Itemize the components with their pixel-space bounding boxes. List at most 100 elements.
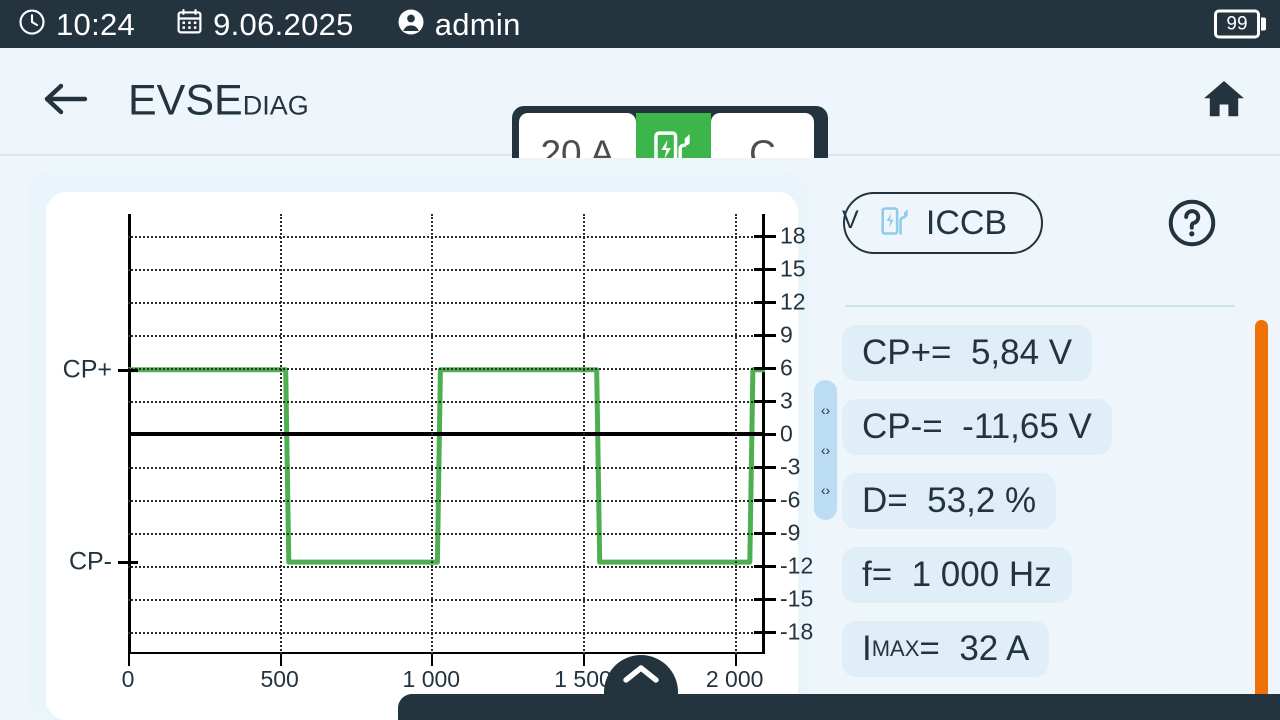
readout-label: CP+= (862, 333, 952, 372)
y-axis-tick (754, 334, 776, 337)
grid-line-horizontal (128, 632, 765, 634)
clock-icon (17, 7, 47, 42)
readout-label-sub: MAX (871, 636, 920, 661)
readout-item: D= 53,2 % (842, 473, 1057, 529)
y-axis-tick-label: 15 (780, 255, 806, 282)
iccb-badge[interactable]: ICCB (843, 192, 1043, 254)
status-clock: 10:24 (17, 7, 135, 42)
y-axis-tick-label: 6 (780, 354, 793, 381)
y-axis-tick (754, 499, 776, 502)
grid-line-horizontal (128, 566, 765, 568)
battery-level: 99 (1226, 13, 1248, 35)
status-date: 9.06.2025 (213, 6, 354, 42)
calendar-icon (175, 7, 204, 41)
y-axis-tick (754, 532, 776, 535)
grid-line-horizontal (128, 302, 765, 304)
y-axis-tick (754, 598, 776, 601)
grid-line-horizontal (128, 467, 765, 469)
x-axis-tick-label: 500 (260, 666, 299, 692)
grid-line-horizontal (128, 533, 765, 535)
readout-label-tail: = (919, 629, 940, 668)
resize-handle-3[interactable]: ‹› (820, 482, 831, 498)
y-axis-tick (754, 565, 776, 568)
readout-item: f= 1 000 Hz (842, 547, 1072, 603)
y-axis-tick-label: -18 (780, 618, 814, 645)
status-date-group: 9.06.2025 (175, 7, 354, 41)
page-title-sub: DIAG (242, 90, 309, 121)
y-axis-tick (754, 631, 776, 634)
x-axis-tick (583, 654, 585, 666)
readout-value: 5,84 V (951, 333, 1073, 372)
grid-line-horizontal (128, 335, 765, 337)
y-axis-tick-label: -12 (780, 552, 814, 579)
grid-line-vertical (583, 214, 585, 654)
y-axis-tick-label: 12 (780, 288, 806, 315)
grid-line-horizontal (128, 368, 765, 370)
home-icon (1199, 76, 1249, 127)
panel-divider (845, 305, 1235, 307)
grid-line-vertical (431, 214, 434, 654)
page-title: EVSE DIAG (128, 77, 309, 126)
grid-line-vertical (279, 214, 282, 654)
zero-line (128, 432, 765, 436)
grid-line-horizontal (128, 269, 765, 271)
readout-label: I (862, 629, 872, 668)
grid-line-vertical (734, 214, 737, 654)
y-axis-tick (754, 466, 776, 469)
readout-label: CP-= (862, 407, 943, 446)
home-button[interactable] (1196, 73, 1252, 129)
y-axis-tick-label: -6 (780, 486, 801, 513)
y-axis-tick-label: -9 (780, 519, 801, 546)
scrollbar-thumb[interactable] (1255, 320, 1268, 720)
chart-card: V 18 15 12 9 6 3 0 -3 -6 -9 -12 -15 -18 0 500 1 000 1 50… (28, 170, 859, 720)
resize-handle-1[interactable]: ‹› (820, 402, 831, 418)
arrow-left-icon (41, 79, 89, 124)
x-axis-tick-label: 1 500 (554, 666, 612, 692)
help-button[interactable] (1167, 198, 1217, 248)
user-icon (396, 7, 426, 42)
app-header: EVSE DIAG 20 A C (0, 48, 1280, 202)
grid-line-horizontal (128, 599, 765, 601)
x-axis-tick (431, 654, 434, 666)
x-axis-line (128, 652, 765, 654)
readout-value: -11,65 V (942, 407, 1092, 446)
question-mark-icon (1167, 199, 1217, 252)
readout-label: D= (862, 481, 908, 520)
panel-resize-handles[interactable]: ‹› ‹› ‹› (814, 380, 837, 520)
page-title-main: EVSE (128, 76, 243, 125)
iccb-label: ICCB (925, 203, 1008, 242)
x-axis-tick (128, 654, 130, 666)
x-axis-tick-label: 1 000 (402, 666, 461, 692)
level-label: CP+ (62, 355, 112, 384)
y-axis-tick-label: 18 (780, 222, 806, 249)
scrollbar-track[interactable] (1255, 158, 1274, 720)
level-tick (118, 561, 138, 565)
status-bar: 10:24 9.06.2025 (0, 0, 1280, 48)
readout-value: 1 000 Hz (892, 555, 1052, 594)
y-axis-tick (754, 400, 776, 403)
grid-line-horizontal (128, 500, 765, 502)
chart-panel[interactable]: V 18 15 12 9 6 3 0 -3 -6 -9 -12 -15 -18 0 500 1 000 1 50… (46, 192, 859, 720)
waveform-plot[interactable]: V 18 15 12 9 6 3 0 -3 -6 -9 -12 -15 -18 0 500 1 000 1 50… (63, 206, 859, 692)
level-label: CP- (68, 547, 112, 576)
y-axis-tick (754, 367, 776, 370)
x-axis-tick-label: 2 000 (705, 666, 764, 692)
readout-list: CP+= 5,84 V CP-= -11,65 V D= 53,2 % f= 1 00… (842, 325, 1246, 677)
back-button[interactable] (40, 76, 90, 126)
grid-line-horizontal (128, 401, 765, 403)
y-axis-tick (754, 433, 776, 436)
y-axis-tick-label: -3 (780, 453, 801, 480)
readout-item: I MAX = 32 A (842, 621, 1050, 677)
status-user-group: admin (396, 7, 521, 42)
y-axis-tick-label: -15 (780, 585, 814, 612)
y-axis-tick (754, 268, 776, 271)
main-content: V 18 15 12 9 6 3 0 -3 -6 -9 -12 -15 -18 0 500 1 000 1 50… (0, 158, 1280, 720)
y-axis-tick-label: 0 (780, 420, 793, 447)
resize-handle-2[interactable]: ‹› (820, 442, 831, 458)
y-axis-tick (754, 235, 776, 238)
readout-value: 32 A (939, 629, 1030, 668)
ev-charger-icon (879, 204, 913, 243)
readout-item: CP+= 5,84 V (842, 325, 1093, 381)
level-tick (118, 368, 138, 372)
readout-item: CP-= -11,65 V (842, 399, 1112, 455)
